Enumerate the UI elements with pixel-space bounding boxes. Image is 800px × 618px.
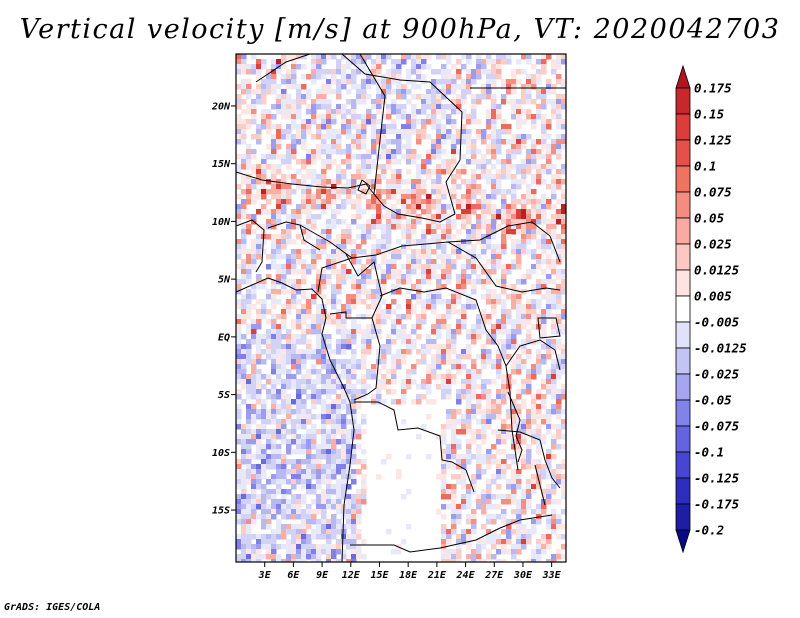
lon-tick-label: 27E	[484, 570, 504, 581]
colorbar-swatch	[675, 347, 691, 375]
country-borders	[236, 54, 566, 562]
colorbar-label: -0.025	[694, 367, 740, 382]
colorbar-label: 0.175	[694, 81, 732, 96]
lon-tick-label: 24E	[456, 570, 476, 581]
coastline	[236, 277, 355, 562]
lon-tick-label: 18E	[399, 570, 418, 581]
colorbar-label: -0.1	[694, 445, 724, 460]
lon-tick-label: 15E	[370, 570, 389, 581]
colorbar-swatch	[675, 477, 691, 505]
map-frame	[235, 53, 567, 563]
colorbar-swatch	[675, 451, 691, 479]
colorbar-swatch	[675, 113, 691, 141]
colorbar-label: -0.0125	[694, 341, 747, 356]
colorbar-swatch	[675, 503, 691, 531]
lat-tick-label: 5N	[218, 275, 231, 286]
colorbar-label: 0.125	[694, 133, 732, 148]
lon-tick-label: 33E	[542, 570, 562, 581]
colorbar-swatch	[675, 425, 691, 453]
lat-tick-label: 15S	[212, 506, 230, 517]
lon-tick-label: 21E	[427, 570, 447, 581]
lon-tick-label: 6E	[287, 570, 300, 581]
border-south	[350, 514, 553, 553]
colorbar-label: 0.025	[694, 237, 732, 252]
colorbar-label: 0.05	[694, 211, 725, 226]
lat-tick-label: 5S	[218, 390, 230, 401]
border-cameroon	[329, 253, 383, 319]
colorbar-swatch	[675, 217, 691, 245]
colorbar-swatch	[675, 139, 691, 167]
colorbar-label: 0.1	[694, 159, 717, 174]
lake-chad	[357, 179, 371, 195]
lat-tick-label: 20N	[211, 101, 231, 112]
colorbar-swatch	[675, 399, 691, 427]
lon-tick-label: 9E	[316, 570, 329, 581]
lon-tick-label: 12E	[342, 570, 361, 581]
border-congo	[353, 317, 381, 401]
colorbar-label: -0.075	[694, 419, 740, 434]
lake-tanganyika	[507, 391, 523, 463]
longitude-ticks: 3E 6E 9E 12E 15E 18E 21E 24E 27E 30E 33E	[258, 562, 562, 581]
colorbar-label: -0.2	[694, 523, 724, 538]
colorbar: 0.175 0.15 0.125 0.1 0.075 0.05 0.025 0.0125 0.0…	[675, 64, 747, 554]
colorbar-swatch	[675, 165, 691, 193]
lat-tick-label: EQ	[218, 332, 230, 343]
lat-tick-label: 15N	[212, 159, 231, 170]
lon-tick-label: 3E	[258, 570, 272, 581]
colorbar-label: -0.005	[694, 315, 740, 330]
colorbar-swatch	[675, 87, 691, 115]
colorbar-label: -0.175	[694, 497, 740, 512]
credit-label: GrADS: IGES/COLA	[4, 602, 101, 613]
colorbar-label: -0.05	[694, 393, 732, 408]
colorbar-label: -0.125	[694, 471, 740, 486]
colorbar-tip-bottom	[675, 529, 691, 554]
colorbar-swatch	[675, 191, 691, 219]
sahel-border	[236, 171, 456, 223]
colorbar-label: 0.0125	[694, 263, 740, 278]
border-north	[255, 54, 463, 215]
border-east-a	[447, 221, 561, 263]
velocity-field	[236, 54, 566, 562]
lake-malawi	[534, 464, 546, 506]
border-east-c	[497, 429, 561, 489]
colorbar-label: 0.075	[694, 185, 732, 200]
colorbar-label: 0.15	[694, 107, 725, 122]
border-nigeria	[267, 221, 321, 251]
border-drc	[379, 287, 519, 471]
page-title: Vertical velocity [m/s] at 900hPa, VT: 2…	[19, 14, 781, 45]
lat-tick-label: 10N	[212, 217, 231, 228]
latitude-ticks: 20N 15N 10N 5N EQ 5S 10S 15S	[211, 101, 236, 517]
border-car	[351, 241, 561, 293]
lake-victoria	[537, 317, 561, 339]
colorbar-swatch	[675, 269, 691, 297]
colorbar-swatch	[675, 373, 691, 401]
colorbar-swatch	[675, 321, 691, 349]
lon-tick-label: 30E	[513, 570, 533, 581]
colorbar-swatch	[675, 243, 691, 271]
border-angola	[354, 401, 475, 493]
colorbar-swatch	[675, 295, 691, 323]
lat-tick-label: 10S	[212, 448, 230, 459]
colorbar-label: 0.005	[694, 289, 732, 304]
border-west	[236, 219, 265, 273]
border-east-b	[505, 339, 561, 371]
border-chad	[359, 54, 386, 195]
colorbar-tip-top	[675, 64, 691, 89]
